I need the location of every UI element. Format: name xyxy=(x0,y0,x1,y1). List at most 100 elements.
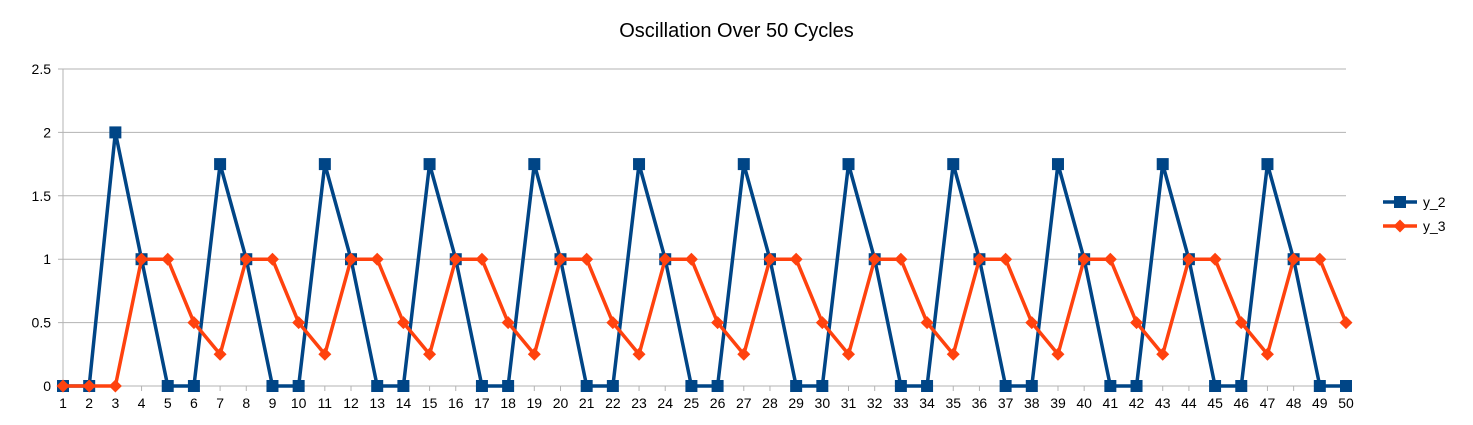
data-point xyxy=(999,380,1012,392)
data-point xyxy=(1156,347,1170,361)
legend-square-marker xyxy=(1394,196,1406,208)
data-point xyxy=(528,158,541,171)
x-tick-labels: 1 2 3 4 5 6 7 8 9 10 11 12 13 14 15 16 17 18 19 20 21 22 23 24 2… xyxy=(59,395,1354,411)
data-point xyxy=(292,316,306,330)
data-point xyxy=(1103,252,1117,266)
x-tick-label: 46 xyxy=(1233,395,1249,411)
data-point xyxy=(187,316,201,330)
data-point xyxy=(213,347,227,361)
data-point xyxy=(947,158,960,171)
data-point xyxy=(82,379,96,393)
x-tick-label: 41 xyxy=(1103,395,1119,411)
data-point xyxy=(1260,347,1274,361)
data-point xyxy=(816,380,829,392)
data-point xyxy=(737,347,751,361)
data-point xyxy=(135,252,149,266)
data-point xyxy=(239,252,253,266)
x-tick-label: 3 xyxy=(111,395,119,411)
data-point xyxy=(842,347,856,361)
x-tick-label: 6 xyxy=(190,395,198,411)
x-tick-label: 11 xyxy=(318,395,333,411)
legend-item: y_2 xyxy=(1383,194,1446,210)
x-tick-label: 35 xyxy=(945,395,961,411)
y-tick-label: 0 xyxy=(43,378,51,394)
x-tick-label: 23 xyxy=(631,395,647,411)
data-point xyxy=(397,380,410,392)
data-point xyxy=(763,252,777,266)
x-tick-label: 26 xyxy=(710,395,726,411)
x-tick-label: 12 xyxy=(343,395,359,411)
data-point xyxy=(737,158,750,171)
data-point xyxy=(658,252,672,266)
data-point xyxy=(1077,252,1091,266)
x-tick-label: 9 xyxy=(269,395,277,411)
x-tick-label: 30 xyxy=(815,395,831,411)
x-tick-label: 24 xyxy=(657,395,673,411)
y-tick-label: 2.5 xyxy=(32,61,52,77)
legend-item: y_3 xyxy=(1383,218,1446,234)
data-point xyxy=(475,252,489,266)
data-point xyxy=(1339,316,1353,330)
data-point xyxy=(1025,380,1038,392)
data-point xyxy=(449,252,463,266)
x-tick-label: 7 xyxy=(216,395,224,411)
y-tick-label: 0.5 xyxy=(32,315,52,331)
data-point xyxy=(56,379,70,393)
x-tick-label: 15 xyxy=(422,395,438,411)
data-point xyxy=(580,252,594,266)
x-tick-label: 38 xyxy=(1024,395,1040,411)
data-point xyxy=(265,252,279,266)
data-point xyxy=(1130,316,1144,330)
x-tick-label: 29 xyxy=(788,395,804,411)
data-point xyxy=(868,252,882,266)
series-line xyxy=(63,257,1348,388)
data-point xyxy=(1287,252,1301,266)
y-tick-label: 1 xyxy=(43,251,51,267)
data-point xyxy=(161,380,174,392)
data-point xyxy=(292,380,305,392)
x-tick-label: 42 xyxy=(1129,395,1145,411)
x-tick-label: 16 xyxy=(448,395,464,411)
x-tick-label: 25 xyxy=(684,395,700,411)
data-point xyxy=(1182,252,1196,266)
data-point xyxy=(161,252,175,266)
x-tick-label: 21 xyxy=(579,395,595,411)
data-point xyxy=(580,380,593,392)
data-point xyxy=(894,380,907,392)
data-point xyxy=(187,380,200,392)
data-point xyxy=(501,316,515,330)
data-point xyxy=(842,158,855,171)
data-point xyxy=(318,347,332,361)
data-point xyxy=(1051,347,1065,361)
x-tick-label: 19 xyxy=(527,395,543,411)
x-tick-label: 40 xyxy=(1076,395,1092,411)
data-point xyxy=(920,316,934,330)
x-tick-label: 47 xyxy=(1260,395,1276,411)
data-point xyxy=(894,252,908,266)
legend-label: y_3 xyxy=(1423,218,1446,234)
x-tick-label: 37 xyxy=(998,395,1014,411)
data-point xyxy=(109,126,122,139)
y-tick-label: 1.5 xyxy=(32,188,52,204)
data-point xyxy=(789,252,803,266)
legend-label: y_2 xyxy=(1423,194,1446,210)
x-tick-label: 45 xyxy=(1207,395,1223,411)
data-point xyxy=(1130,380,1143,392)
data-point xyxy=(318,158,331,171)
x-tick-label: 28 xyxy=(762,395,778,411)
data-point xyxy=(108,379,122,393)
x-tick-label: 18 xyxy=(500,395,516,411)
data-point xyxy=(633,158,646,171)
x-tick-label: 32 xyxy=(867,395,883,411)
x-tick-label: 48 xyxy=(1286,395,1302,411)
data-point xyxy=(370,252,384,266)
x-tick-label: 20 xyxy=(553,395,569,411)
data-point xyxy=(1025,316,1039,330)
data-point xyxy=(815,316,829,330)
y-tick-labels: 0 0.5 1 1.5 2 2.5 xyxy=(32,61,52,394)
data-point xyxy=(423,158,436,171)
x-tick-label: 1 xyxy=(59,395,67,411)
data-point xyxy=(685,380,698,392)
data-point xyxy=(1261,158,1274,171)
